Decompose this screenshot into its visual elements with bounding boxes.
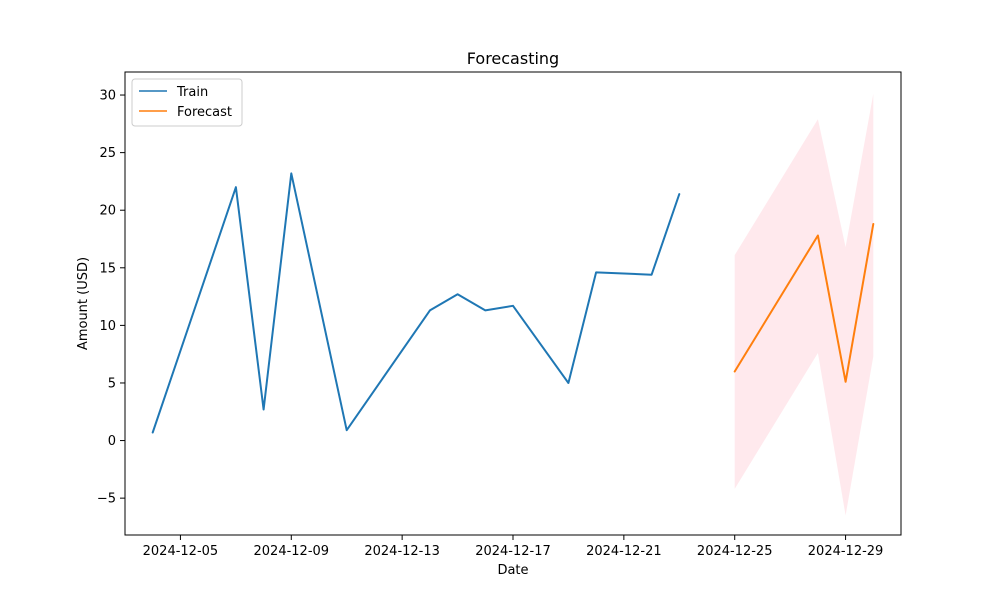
x-axis-ticks: 2024-12-05 2024-12-09 2024-12-13 2024-12-17… [143, 535, 884, 559]
legend: Train Forecast [131, 78, 243, 127]
x-tick-label: 2024-12-21 [586, 544, 662, 559]
series-line-train [151, 172, 681, 434]
x-tick-label: 2024-12-17 [475, 544, 551, 559]
x-tick-label: 2024-12-13 [364, 544, 440, 559]
y-tick-label: 10 [99, 319, 116, 334]
x-tick-label: 2024-12-29 [808, 544, 884, 559]
series-line-forecast [733, 223, 875, 383]
legend-label-forecast: Forecast [177, 105, 232, 120]
series-layer [151, 172, 875, 434]
y-axis-ticks: −5 0 5 10 15 20 25 30 [97, 89, 125, 507]
x-axis-label: Date [497, 563, 528, 578]
y-tick-label: 20 [99, 204, 116, 219]
legend-label-train: Train [176, 85, 208, 100]
y-tick-label: 0 [108, 434, 116, 449]
y-tick-label: 5 [108, 376, 116, 391]
y-tick-label: 30 [99, 89, 116, 104]
confidence-band-layer [734, 93, 874, 516]
x-tick-label: 2024-12-09 [254, 544, 330, 559]
x-tick-label: 2024-12-05 [143, 544, 219, 559]
y-axis-label: Amount (USD) [76, 257, 91, 350]
y-tick-label: −5 [97, 492, 116, 507]
y-tick-label: 15 [99, 261, 116, 276]
x-tick-label: 2024-12-25 [697, 544, 773, 559]
forecast-confidence-band [734, 93, 874, 516]
y-tick-label: 25 [99, 146, 116, 161]
chart-title: Forecasting [467, 49, 559, 68]
